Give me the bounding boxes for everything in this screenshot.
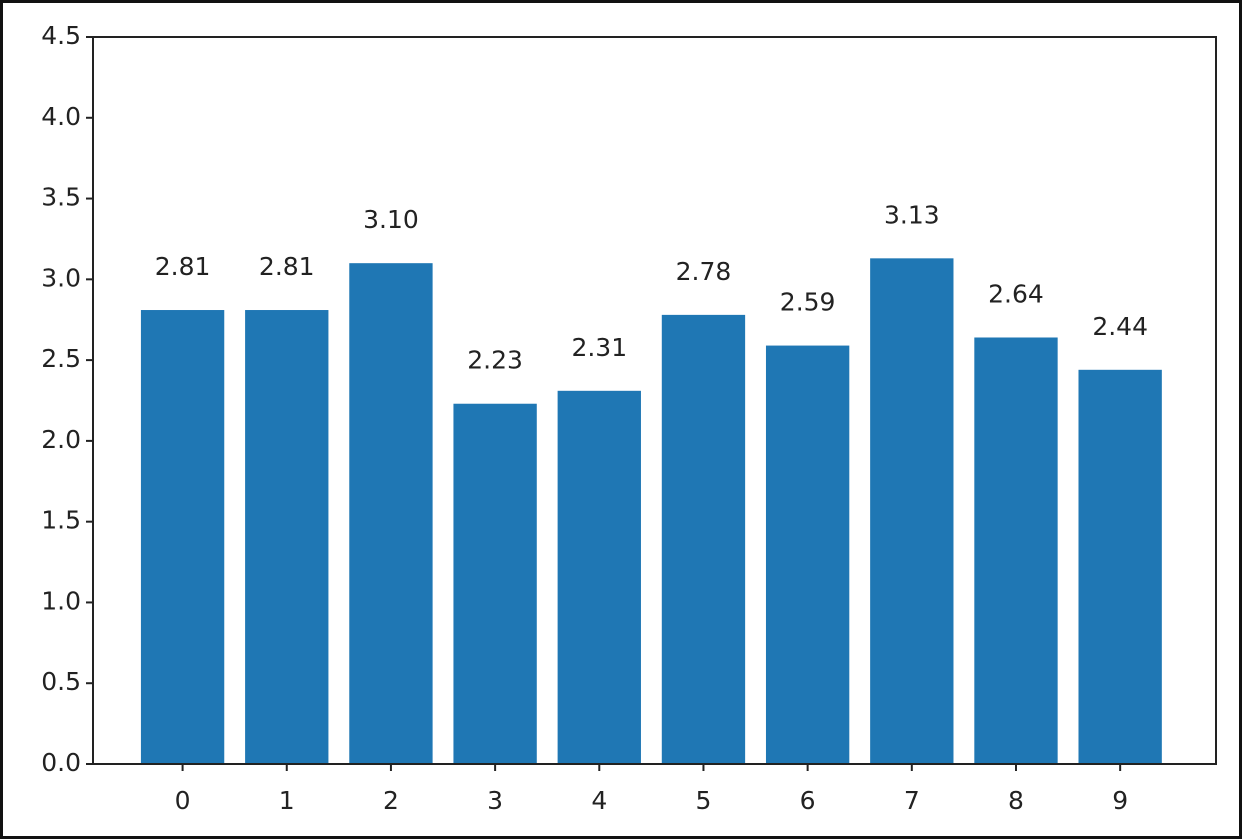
x-tick-label: 1 xyxy=(279,786,295,815)
x-tick-label: 7 xyxy=(904,786,920,815)
value-label: 3.10 xyxy=(363,205,419,234)
y-tick-label: 2.0 xyxy=(41,425,81,454)
y-tick-label: 1.0 xyxy=(41,586,81,615)
y-tick-label: 0.0 xyxy=(41,748,81,777)
x-tick-label: 6 xyxy=(800,786,816,815)
y-tick-label: 1.5 xyxy=(41,506,81,535)
bar xyxy=(661,314,746,764)
bar xyxy=(1078,369,1162,764)
y-tick-label: 4.0 xyxy=(41,102,81,131)
y-tick-label: 4.5 xyxy=(41,21,81,50)
bar xyxy=(974,337,1058,764)
x-tick-label: 0 xyxy=(175,786,191,815)
x-tick-label: 8 xyxy=(1008,786,1024,815)
x-tick-label: 2 xyxy=(383,786,399,815)
y-tick-label: 0.5 xyxy=(41,667,81,696)
y-tick-label: 3.5 xyxy=(41,183,81,212)
value-label: 2.44 xyxy=(1092,312,1148,341)
value-label: 2.59 xyxy=(780,288,836,317)
value-label: 3.13 xyxy=(884,200,940,229)
x-tick-label: 4 xyxy=(591,786,607,815)
y-tick-label: 3.0 xyxy=(41,263,81,292)
value-label: 2.78 xyxy=(676,257,732,286)
bar xyxy=(453,403,537,764)
value-label: 2.64 xyxy=(988,279,1044,308)
bar xyxy=(245,310,329,764)
bar xyxy=(140,310,225,764)
bar xyxy=(765,345,850,764)
bar xyxy=(870,258,954,764)
bar xyxy=(349,263,433,764)
value-label: 2.31 xyxy=(571,333,627,362)
x-tick-label: 3 xyxy=(487,786,503,815)
x-tick-label: 5 xyxy=(696,786,712,815)
y-tick-label: 2.5 xyxy=(41,344,81,373)
value-label: 2.81 xyxy=(259,252,315,281)
value-label: 2.81 xyxy=(155,252,211,281)
plot-frame xyxy=(92,36,1217,765)
x-tick-label: 9 xyxy=(1112,786,1128,815)
value-label: 2.23 xyxy=(467,346,523,375)
bar xyxy=(557,390,641,764)
